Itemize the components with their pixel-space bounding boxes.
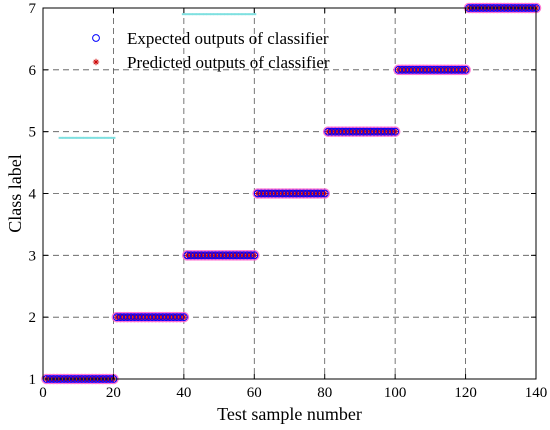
legend: Expected outputs of classifier Predicted… (92, 29, 330, 72)
expected-point (317, 189, 326, 198)
tick-labels: 0 20 40 60 80 100 120 140 1 2 3 4 5 6 7 (29, 1, 548, 401)
legend-asterisk-marker (92, 58, 100, 66)
expected-point (179, 313, 188, 322)
axis-ticks (42, 7, 537, 380)
y-tick-label: 6 (29, 63, 37, 79)
legend-label-expected: Expected outputs of classifier (127, 29, 329, 48)
x-tick-label: 0 (39, 385, 47, 401)
expected-point (250, 251, 259, 260)
y-tick-label: 4 (29, 187, 37, 203)
y-tick-label: 3 (29, 248, 37, 264)
y-axis-label: Class label (5, 154, 25, 233)
expected-point (461, 65, 470, 74)
expected-point (391, 127, 400, 136)
y-tick-label: 5 (29, 125, 37, 141)
x-tick-label: 80 (317, 385, 332, 401)
legend-asterisk-glyph (92, 58, 100, 66)
x-tick-label: 120 (454, 385, 477, 401)
expected-point (246, 251, 255, 260)
legend-label-predicted: Predicted outputs of classifier (127, 53, 330, 72)
legend-circle-marker (92, 34, 100, 42)
y-tick-label: 7 (29, 1, 37, 17)
x-tick-label: 60 (247, 385, 262, 401)
x-tick-label: 140 (525, 385, 548, 401)
expected-point (387, 127, 396, 136)
x-axis-label: Test sample number (217, 404, 362, 424)
expected-point (458, 65, 466, 74)
x-tick-label: 20 (106, 385, 121, 401)
y-tick-label: 1 (29, 372, 37, 388)
expected-point (176, 313, 185, 322)
y-tick-label: 2 (29, 310, 37, 326)
x-tick-label: 100 (384, 385, 407, 401)
legend-circle-glyph (92, 34, 100, 42)
x-tick-label: 40 (176, 385, 191, 401)
faint-traces (58, 13, 257, 139)
expected-point (320, 189, 329, 198)
